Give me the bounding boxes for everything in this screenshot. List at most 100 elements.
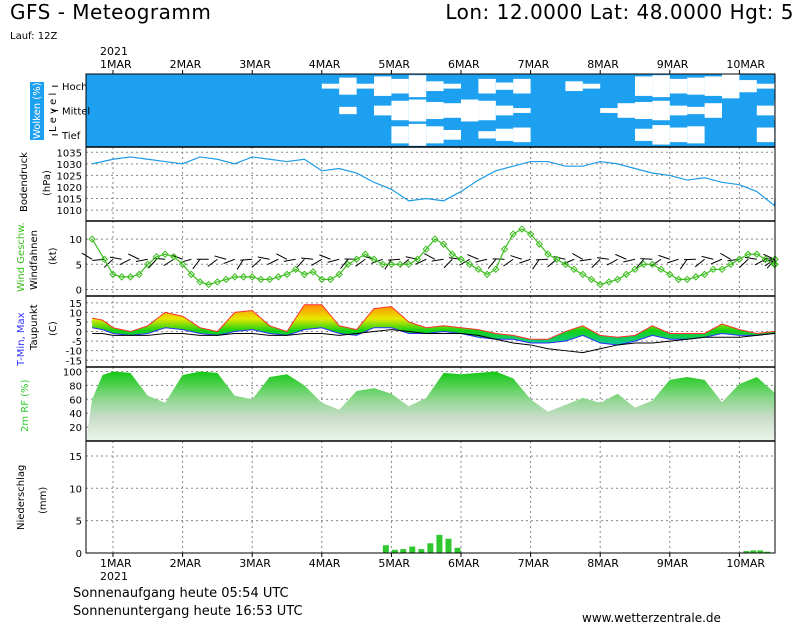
wind-barb [562, 258, 575, 265]
cloud-cover-block [582, 83, 601, 89]
humidity-ytick-label: 20 [69, 423, 82, 434]
wind-barb [635, 258, 645, 269]
wind-speed-point [770, 260, 778, 269]
wind-speed-point [222, 275, 230, 284]
cloud-cover-block [652, 125, 670, 145]
wind-speed-point [239, 273, 248, 281]
wind-speed-point [361, 250, 370, 258]
model-run: Lauf: 12Z [10, 31, 58, 42]
meteogram-frame [85, 73, 776, 554]
temperature-ytick-label: -15 [66, 356, 82, 367]
wind-barb [666, 258, 679, 264]
cloud-cover-block [426, 126, 444, 144]
temperature-ylabel: T-Min, Max [16, 312, 27, 367]
precipitation-bar [400, 549, 407, 553]
sunset-text: Sonnenuntergang heute 16:53 UTC [73, 604, 303, 619]
wind-speed-point [88, 235, 96, 243]
cloud-cover-block [669, 127, 688, 143]
humidity-ylabel: 2m RF (%) [20, 379, 31, 432]
cloud-cover-block [756, 83, 775, 89]
cloud-cover-block [669, 105, 688, 116]
wind-speed-point [700, 270, 709, 279]
wind-barb [295, 258, 305, 269]
wind-speed-point [291, 265, 300, 274]
wind-barb [92, 258, 105, 262]
wind-speed-point [378, 260, 387, 269]
bottom-year-label: 2021 [100, 570, 128, 580]
temperature-ytick-label: -10 [66, 347, 82, 358]
top-day-label: 5MAR [378, 58, 410, 71]
wind-speed-point [544, 250, 552, 258]
cloud-cover-block [408, 123, 427, 146]
top-day-label: 4MAR [309, 58, 341, 71]
wind-speed-point [474, 265, 483, 274]
top-day-label: 1MAR [100, 58, 132, 71]
cloud-label-background [30, 82, 44, 140]
cloud-level-axis-label: L e v e l [48, 93, 59, 132]
wind-barb [283, 258, 296, 262]
cloud-cover-block [513, 108, 531, 113]
temperature-ytick-label: 15 [69, 299, 82, 310]
wind-speed-point [204, 280, 213, 289]
precipitation-bar [764, 551, 771, 553]
wind-speed-point [448, 250, 457, 258]
cloud-level-label: Mittel [62, 107, 90, 118]
cloud-cover-block [513, 127, 531, 143]
wind-barb [135, 258, 148, 263]
wind-speed-point [213, 278, 222, 286]
precipitation-bar [418, 549, 425, 553]
wind-speed-point [387, 260, 396, 269]
wind-speed-point [283, 270, 291, 279]
wind-speed-point [587, 275, 596, 284]
wind-speed-point [500, 245, 509, 253]
cloud-cover-block [478, 78, 496, 94]
wind-barb [301, 257, 314, 260]
pressure-ytick-label: 1020 [57, 183, 82, 194]
wind-speed-point [631, 265, 639, 274]
humidity-ytick-label: 80 [69, 381, 82, 392]
wind-barb [606, 258, 618, 266]
cloud-cover-block [443, 129, 461, 140]
wind-speed-point [344, 260, 352, 269]
wind-speed-point [144, 260, 152, 269]
cloud-ylabel: Wolken (%) [32, 82, 43, 139]
wind-speed-point [413, 255, 422, 263]
wind-speed-point [492, 265, 500, 274]
wind-speed-point [457, 255, 465, 263]
wind-speed-point [265, 275, 274, 284]
wind-ytick-label: 10 [69, 235, 82, 246]
wind-barb [267, 258, 279, 265]
pressure-ytick-label: 1015 [57, 195, 82, 206]
wind-barb [658, 254, 670, 260]
humidity-ytick-label: 100 [63, 367, 82, 378]
wind-speed-point [422, 245, 430, 253]
pressure-unit: (hPa) [42, 170, 53, 196]
wind-speed-point [579, 270, 587, 279]
wind-barb [615, 253, 627, 260]
cloud-level-label: Hoch [62, 82, 87, 93]
cloud-cover-block [478, 100, 496, 121]
wind-speed-point [570, 265, 578, 274]
bottom-day-label: 2MAR [170, 557, 202, 570]
precipitation-bar [757, 550, 764, 553]
wind-barb [214, 255, 227, 260]
temperature-max-line [92, 304, 776, 340]
wind-speed-point [274, 273, 283, 281]
cloud-cover-block [426, 81, 444, 92]
precipitation-bar [391, 549, 398, 553]
cloud-cover-block [669, 78, 688, 94]
wind-speed-point [196, 278, 204, 286]
cloud-cover-block [478, 131, 496, 139]
wind-barb [449, 257, 462, 260]
meteogram: 1MAR 1MAR 2MAR 2MAR 3MAR 3MAR 4MAR 4MAR 5MAR 5MAR… [16, 45, 779, 580]
wind-speed-point [692, 273, 700, 281]
wind-barb [311, 258, 323, 266]
wind-speed-point [744, 250, 752, 258]
humidity-area [86, 371, 775, 441]
wind-barb [744, 256, 757, 260]
wind-barb [257, 256, 270, 260]
wind-barb [327, 258, 340, 263]
wind-barb [739, 258, 749, 268]
top-day-label: 7MAR [518, 58, 550, 71]
wind-speed-point [509, 230, 517, 238]
